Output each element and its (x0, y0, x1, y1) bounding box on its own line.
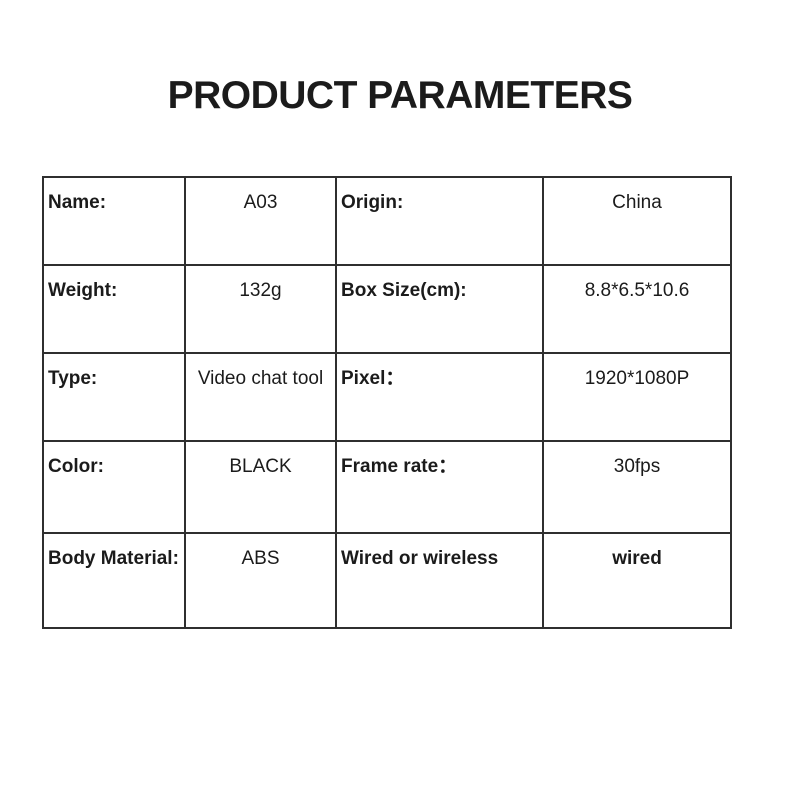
color-label-cell: Color: (42, 440, 186, 534)
table-row: Color: BLACK Frame rate： 30fps (42, 440, 732, 534)
body-material-value-cell: ABS (184, 532, 337, 629)
origin-value-cell: China (542, 176, 732, 266)
type-label-cell: Type: (42, 352, 186, 442)
name-value-cell: A03 (184, 176, 337, 266)
wired-value-cell: wired (542, 532, 732, 629)
color-value-cell: BLACK (184, 440, 337, 534)
frame-rate-label-cell: Frame rate： (335, 440, 544, 534)
product-parameters-table: Name: A03 Origin: China Weight: 132g Box… (42, 176, 732, 629)
pixel-value-cell: 1920*1080P (542, 352, 732, 442)
table-row: Body Material: ABS Wired or wireless wir… (42, 532, 732, 629)
weight-label-cell: Weight: (42, 264, 186, 354)
table-row: Weight: 132g Box Size(cm): 8.8*6.5*10.6 (42, 264, 732, 354)
page-title: PRODUCT PARAMETERS (167, 74, 633, 117)
name-label-cell: Name: (42, 176, 186, 266)
body-material-label-cell: Body Material: (42, 532, 186, 629)
table-row: Name: A03 Origin: China (42, 176, 732, 266)
wired-or-wireless-label-cell: Wired or wireless (335, 532, 544, 629)
box-size-label-cell: Box Size(cm): (335, 264, 544, 354)
type-value-cell: Video chat tool (184, 352, 337, 442)
weight-value-cell: 132g (184, 264, 337, 354)
box-size-value-cell: 8.8*6.5*10.6 (542, 264, 732, 354)
frame-rate-value-cell: 30fps (542, 440, 732, 534)
origin-label-cell: Origin: (335, 176, 544, 266)
pixel-label-cell: Pixel： (335, 352, 544, 442)
table-row: Type: Video chat tool Pixel： 1920*1080P (42, 352, 732, 442)
